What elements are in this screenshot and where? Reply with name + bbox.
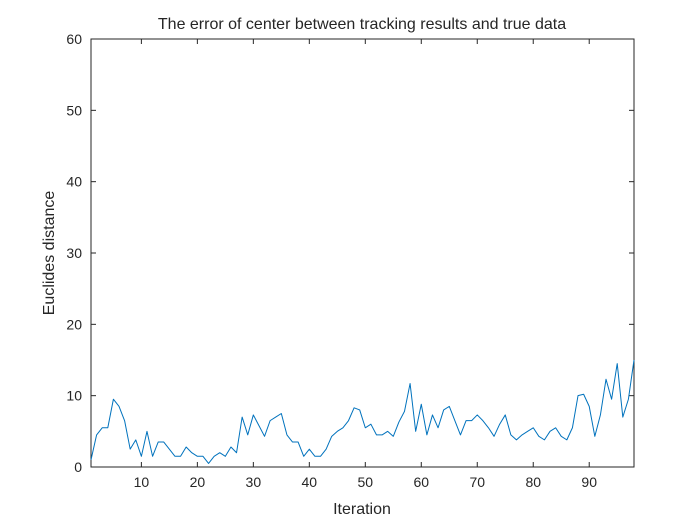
- plot-area: [90, 38, 635, 468]
- y-tick-label: 0: [74, 459, 82, 475]
- y-tick-label: 40: [66, 174, 82, 190]
- y-axis: 0 10 20 30 40 50 60: [66, 31, 634, 475]
- series-line-1: [90, 359, 635, 464]
- x-tick-label: 60: [413, 474, 429, 490]
- chart-title: The error of center between tracking res…: [158, 16, 566, 33]
- x-tick-label: 50: [358, 474, 374, 490]
- y-tick-label: 20: [66, 316, 82, 332]
- x-axis: 10 20 30 40 50 60 70 80 90: [134, 39, 597, 490]
- x-axis-title: Iteration: [333, 501, 391, 518]
- plot-frame: [90, 38, 635, 468]
- x-tick-label: 90: [581, 474, 597, 490]
- y-tick-label: 50: [66, 102, 82, 118]
- x-tick-label: 30: [246, 474, 262, 490]
- y-tick-label: 60: [66, 31, 82, 47]
- x-tick-label: 20: [190, 474, 206, 490]
- x-tick-label: 80: [525, 474, 541, 490]
- y-tick-label: 30: [66, 245, 82, 261]
- x-tick-label: 10: [134, 474, 150, 490]
- series-layer: [90, 359, 635, 464]
- x-tick-label: 70: [469, 474, 485, 490]
- y-axis-title: Euclides distance: [41, 191, 58, 316]
- x-tick-label: 40: [302, 474, 318, 490]
- y-tick-label: 10: [66, 388, 82, 404]
